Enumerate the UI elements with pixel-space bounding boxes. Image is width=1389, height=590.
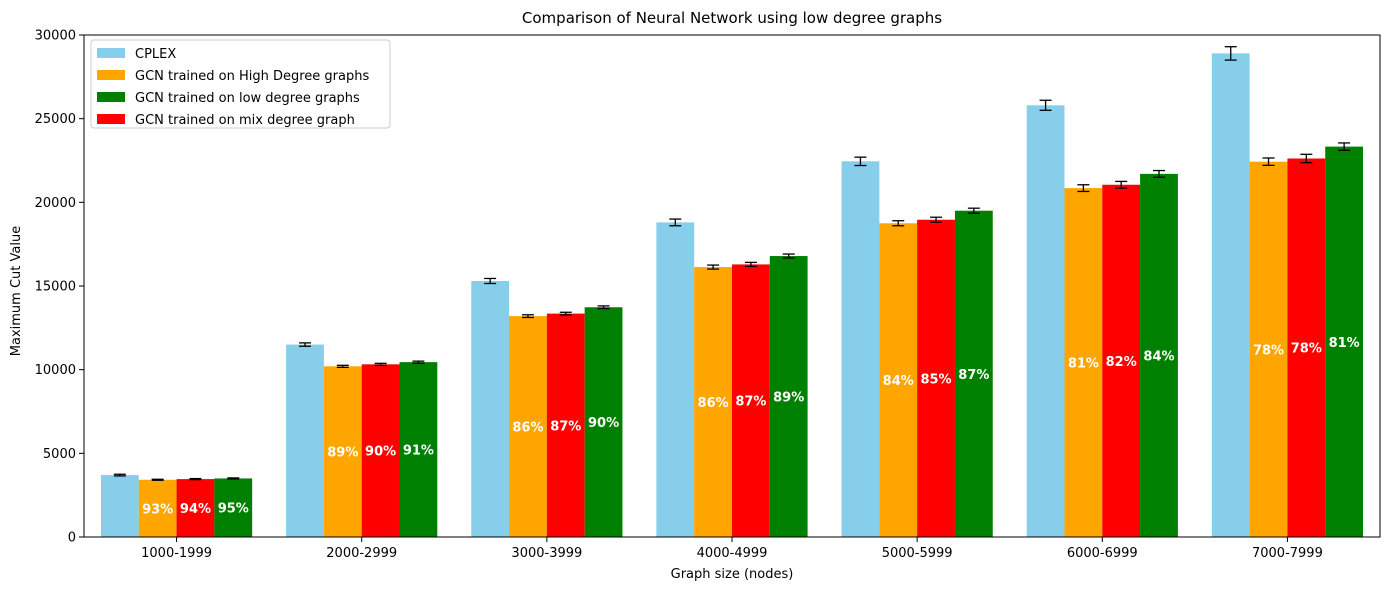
bar [509, 316, 547, 537]
bar [1102, 184, 1141, 537]
y-tick-label: 25000 [35, 112, 76, 127]
x-tick-label: 1000-1999 [141, 546, 212, 561]
bar [694, 267, 732, 537]
legend-swatch [97, 70, 125, 80]
legend: CPLEX GCN trained on High Degree graphs GC… [90, 39, 391, 129]
bar [286, 344, 324, 537]
data-label: 82% [1106, 355, 1137, 370]
x-tick-label: 6000-6999 [1067, 546, 1138, 561]
y-tick-label: 20000 [35, 196, 76, 211]
x-tick-label: 7000-7999 [1252, 546, 1323, 561]
bar [954, 210, 993, 537]
bar [546, 313, 585, 537]
bar [879, 223, 918, 537]
x-tick-label: 4000-4999 [697, 546, 768, 561]
bar [656, 222, 695, 537]
y-tick-label: 0 [68, 531, 76, 546]
data-label: 87% [735, 395, 766, 410]
data-label: 87% [550, 419, 581, 434]
legend-swatch [97, 114, 125, 124]
bar [769, 256, 808, 537]
chart-title: Comparison of Neural Network using low d… [522, 9, 942, 27]
y-tick-label: 5000 [43, 447, 76, 462]
bar [917, 219, 955, 537]
x-axis: 1000-1999 2000-2999 3000-3999 4000-4999 5000… [141, 537, 1323, 561]
x-axis-label: Graph size (nodes) [671, 567, 794, 582]
bar [841, 161, 880, 537]
data-label: 86% [698, 396, 729, 411]
bar [214, 478, 253, 537]
data-label: 84% [883, 374, 914, 389]
plot-area: 93% 94% 95% 89% 90% 91% 86% 87% 90% 86% 87% 89% 84% 8… [100, 46, 1364, 538]
bar [138, 479, 177, 537]
legend-swatch [97, 48, 125, 58]
bar [1064, 188, 1103, 538]
y-tick-label: 15000 [35, 280, 76, 295]
bar [100, 475, 139, 537]
legend-label: CPLEX [135, 47, 176, 62]
legend-label: GCN trained on High Degree graphs [135, 69, 369, 84]
bar [1287, 158, 1326, 537]
y-tick-label: 10000 [35, 363, 76, 378]
legend-swatch [97, 92, 125, 102]
data-label: 93% [142, 502, 173, 517]
data-label: 90% [588, 416, 619, 431]
data-label: 90% [365, 445, 396, 460]
bar [323, 366, 362, 537]
legend-box [90, 39, 391, 129]
bar [1249, 161, 1288, 537]
x-tick-label: 3000-3999 [511, 546, 582, 561]
bar [584, 307, 623, 537]
x-tick-label: 5000-5999 [882, 546, 953, 561]
legend-label: GCN trained on low degree graphs [135, 91, 360, 106]
bar [399, 362, 438, 537]
data-label: 87% [958, 368, 989, 383]
legend-label: GCN trained on mix degree graph [135, 113, 355, 128]
bar [1140, 173, 1178, 538]
data-label: 86% [512, 421, 543, 436]
bar [1325, 146, 1364, 537]
bar [361, 364, 400, 537]
bar [1026, 105, 1065, 537]
data-label: 78% [1291, 342, 1322, 357]
bar [176, 479, 215, 537]
y-axis: 0 5000 10000 15000 20000 25000 30000 [35, 29, 84, 546]
data-label: 85% [920, 372, 951, 387]
data-label: 91% [403, 444, 434, 459]
data-label: 89% [773, 391, 804, 406]
data-label: 81% [1068, 357, 1099, 372]
x-tick-label: 2000-2999 [326, 546, 397, 561]
bar [471, 280, 510, 537]
y-tick-label: 30000 [35, 29, 76, 44]
bar [1211, 53, 1250, 537]
data-label: 84% [1143, 349, 1174, 364]
bar [732, 264, 770, 537]
y-axis-label: Maximum Cut Value [9, 226, 24, 356]
data-label: 95% [218, 502, 249, 517]
data-label: 89% [327, 446, 358, 461]
data-label: 94% [180, 502, 211, 517]
data-label: 78% [1253, 343, 1284, 358]
data-label: 81% [1329, 336, 1360, 351]
